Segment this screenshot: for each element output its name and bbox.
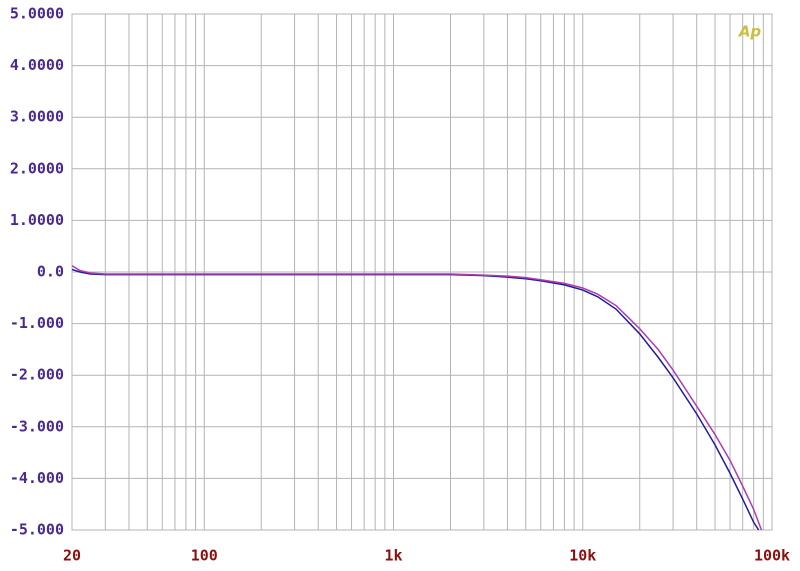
- y-tick-label: 4.0000: [10, 56, 64, 74]
- x-tick-label: 1k: [384, 547, 402, 565]
- logo: Ap: [738, 23, 762, 41]
- y-tick-label: -3.000: [10, 417, 64, 435]
- y-tick-label: -2.000: [10, 366, 64, 384]
- y-tick-label: -4.000: [10, 469, 64, 487]
- y-tick-label: 5.0000: [10, 5, 64, 23]
- series-line: [72, 265, 763, 530]
- y-tick-label: 3.0000: [10, 108, 64, 126]
- y-tick-label: 1.0000: [10, 211, 64, 229]
- x-tick-label: 20: [63, 547, 81, 565]
- y-tick-label: -5.000: [10, 521, 64, 539]
- y-tick-label: 2.0000: [10, 159, 64, 177]
- x-tick-label: 10k: [569, 547, 596, 565]
- x-tick-label: 100: [191, 547, 218, 565]
- y-tick-label: 0.0: [37, 263, 64, 281]
- x-tick-label: 100k: [754, 547, 790, 565]
- y-tick-label: -1.000: [10, 314, 64, 332]
